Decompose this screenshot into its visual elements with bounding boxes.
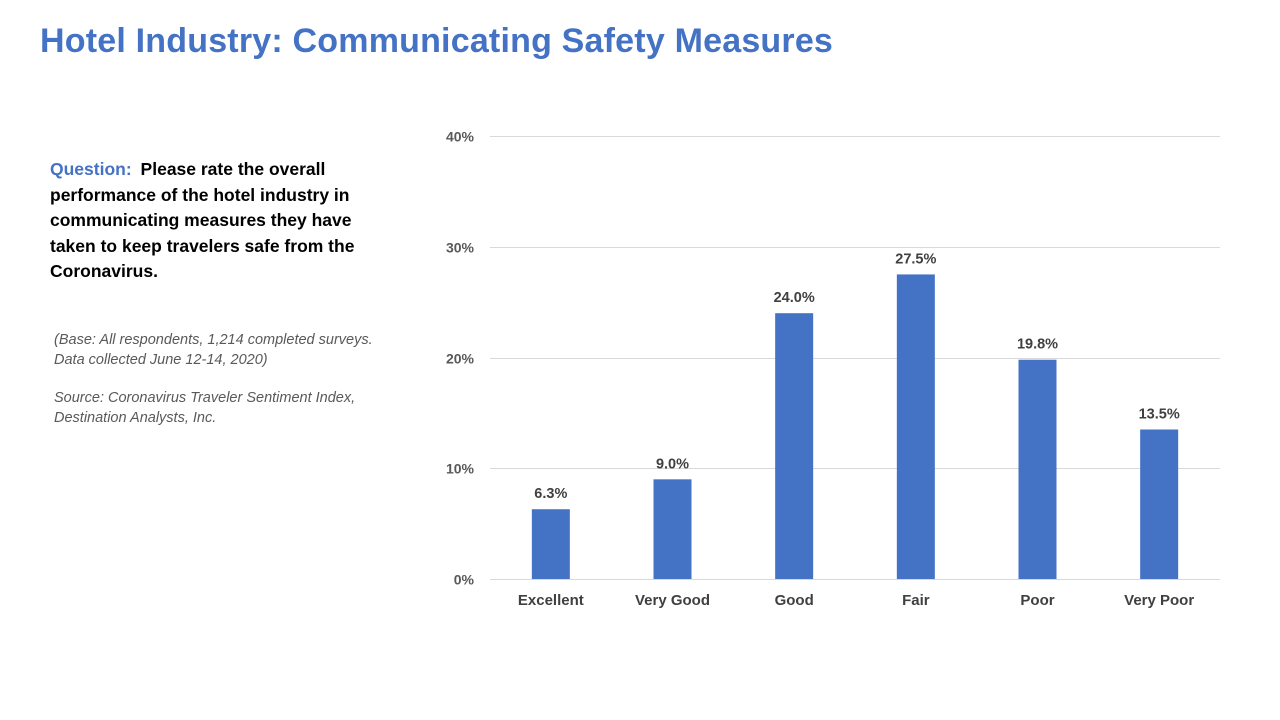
bar [896,274,935,579]
data-label: 13.5% [1139,406,1180,422]
question-block: Question: Please rate the overall perfor… [50,157,390,285]
bar [653,479,692,579]
data-label: 19.8% [1017,337,1058,353]
notes-block: (Base: All respondents, 1,214 completed … [54,330,399,446]
data-label: 24.0% [774,290,815,306]
category-label: Excellent [518,592,584,609]
y-tick-label: 40% [446,129,475,145]
bar [1018,359,1057,579]
y-tick-label: 10% [446,461,475,477]
gridlines [490,136,1220,580]
question-text: Please rate the overall performance of t… [50,159,355,281]
category-label: Poor [1020,592,1054,609]
x-axis-categories: Excellent Very Good Good Fair Poor Very Poor [518,592,1194,609]
category-label: Good [775,592,814,609]
question-label: Question: [50,159,132,179]
data-label: 9.0% [656,456,689,472]
bars [531,274,1179,579]
bar [775,313,814,579]
source-note: Source: Coronavirus Traveler Sentiment I… [54,390,356,426]
base-note: (Base: All respondents, 1,214 completed … [54,332,373,368]
bar [1140,429,1179,579]
y-axis-ticks: 0% 10% 20% 30% 40% [446,129,475,588]
data-label: 6.3% [534,486,567,502]
category-label: Very Good [635,592,710,609]
bar [531,509,570,579]
y-tick-label: 20% [446,351,475,367]
data-labels: 6.3% 9.0% 24.0% 27.5% 19.8% 13.5% [534,251,1180,502]
y-tick-label: 30% [446,240,475,256]
slide-title: Hotel Industry: Communicating Safety Mea… [40,22,834,60]
data-label: 27.5% [895,251,936,267]
category-label: Fair [902,592,930,609]
y-tick-label: 0% [454,572,475,588]
category-label: Very Poor [1124,592,1194,609]
